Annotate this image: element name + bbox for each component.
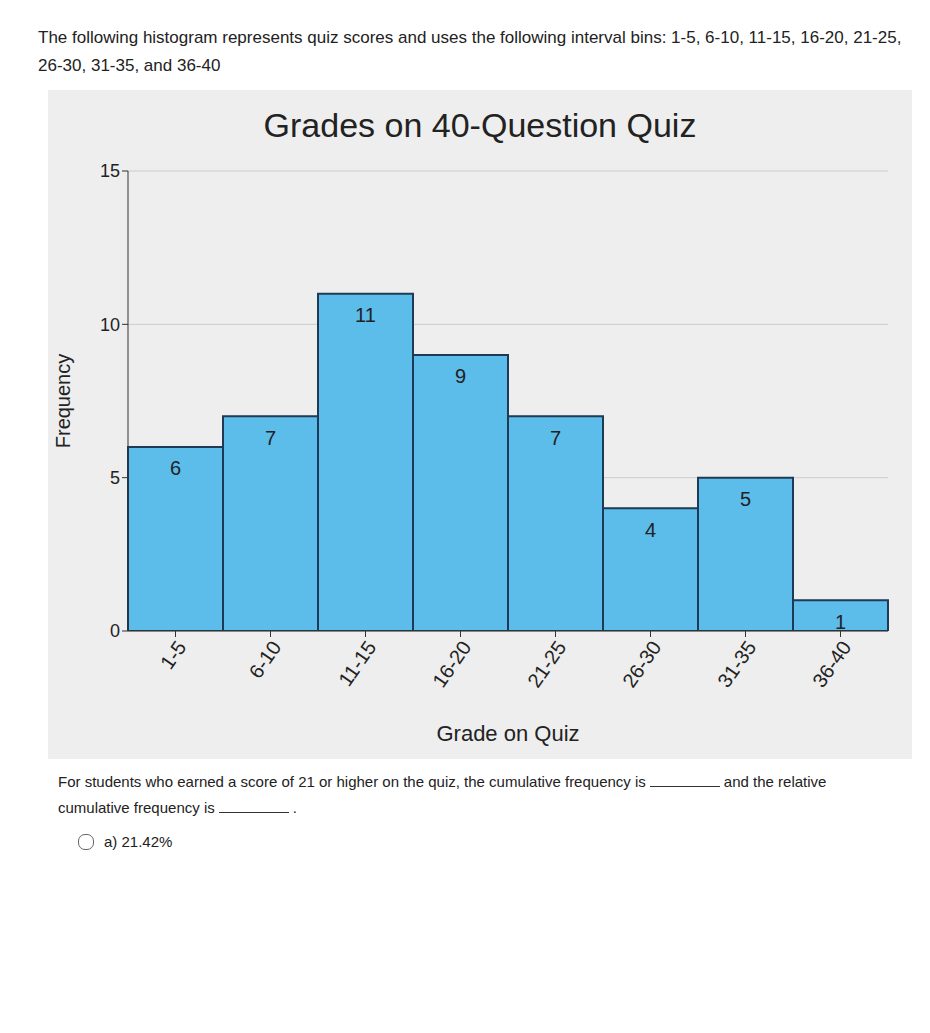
svg-text:10: 10 (100, 315, 120, 335)
html-text:Grades on 40-Question Quiz: Grades on 40-Question Quiz (263, 106, 697, 144)
svg-text:0: 0 (110, 621, 120, 641)
svg-text:11: 11 (355, 304, 376, 326)
svg-text:7: 7 (550, 427, 561, 449)
svg-text:4: 4 (645, 519, 656, 541)
svg-text:9: 9 (455, 365, 466, 387)
svg-text:Frequency: Frequency (52, 354, 74, 449)
svg-text:21-25: 21-25 (523, 637, 570, 692)
html-text:and the relative cumulative fr: and the relative cumulative frequency is (58, 773, 827, 816)
svg-text:16-20: 16-20 (428, 637, 475, 692)
svg-text:1-5: 1-5 (156, 637, 191, 673)
svg-text:6: 6 (170, 457, 181, 479)
svg-text:Grade on Quiz: Grade on Quiz (436, 721, 579, 746)
svg-text:26-30: 26-30 (618, 637, 665, 692)
svg-text:15: 15 (100, 161, 120, 181)
svg-text:6-10: 6-10 (244, 637, 285, 682)
svg-text:5: 5 (740, 488, 751, 510)
svg-text:1: 1 (835, 611, 846, 633)
svg-text:5: 5 (110, 468, 120, 488)
html-text:a) 21.42%: a) 21.42% (104, 833, 173, 850)
html-text:For students who earned a scor: For students who earned a score of 21 or… (58, 773, 646, 790)
svg-text:36-40: 36-40 (808, 637, 855, 692)
html-text:The following histogram repres: The following histogram represents quiz … (38, 28, 902, 75)
svg-text:7: 7 (265, 427, 276, 449)
svg-text:11-15: 11-15 (334, 637, 381, 690)
svg-text:31-35: 31-35 (713, 637, 760, 692)
